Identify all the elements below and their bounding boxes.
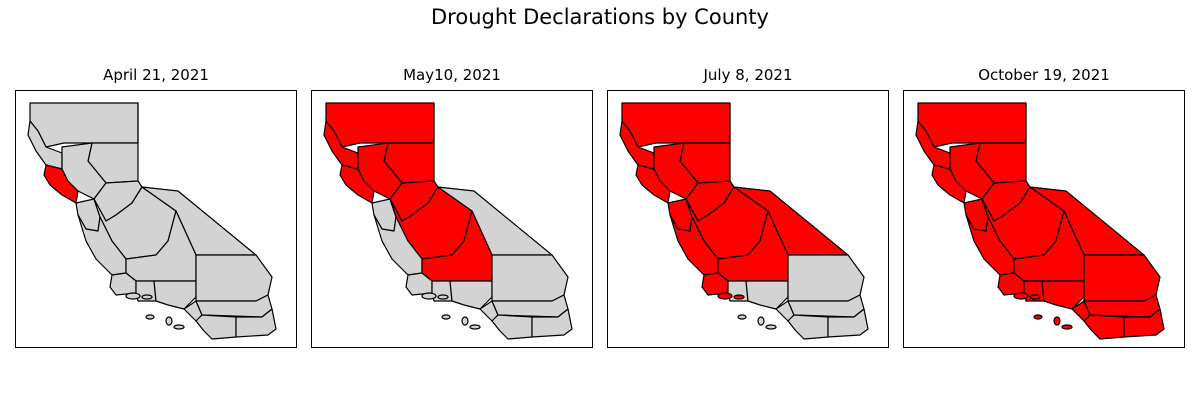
county-region-channel-islands-north (125, 292, 153, 300)
california-map (27, 102, 277, 340)
county-region-san-bernardino (787, 254, 865, 302)
panel-4-date: October 19, 2021 (978, 66, 1110, 84)
county-region-imperial (827, 308, 869, 338)
county-region-san-diego (1083, 314, 1125, 340)
map-panel-2 (311, 90, 593, 348)
map-panel-3 (607, 90, 889, 348)
map-panel-4 (903, 90, 1185, 348)
county-region-far-north (325, 102, 435, 148)
panel-1-date: April 21, 2021 (103, 66, 209, 84)
california-map (915, 102, 1165, 340)
county-region-channel-islands-south (145, 314, 185, 330)
county-region-san-bernardino (195, 254, 273, 302)
california-map (619, 102, 869, 340)
county-region-san-diego (787, 314, 829, 340)
panel-3-date: July 8, 2021 (703, 66, 793, 84)
california-map (323, 102, 573, 340)
county-region-imperial (531, 308, 573, 338)
county-region-far-north (621, 102, 731, 148)
county-region-far-north (917, 102, 1027, 148)
county-region-imperial (235, 308, 277, 338)
county-region-channel-islands-south (737, 314, 777, 330)
county-region-channel-islands-north (1013, 292, 1041, 300)
county-region-channel-islands-north (717, 292, 745, 300)
county-region-channel-islands-south (1033, 314, 1073, 330)
county-region-far-north (29, 102, 139, 148)
county-region-san-diego (491, 314, 533, 340)
map-panel-1 (15, 90, 297, 348)
figure-title: Drought Declarations by County (431, 5, 769, 29)
panel-2-date: May10, 2021 (403, 66, 501, 84)
county-region-channel-islands-north (421, 292, 449, 300)
county-region-channel-islands-south (441, 314, 481, 330)
county-region-imperial (1123, 308, 1165, 338)
county-region-san-bernardino (491, 254, 569, 302)
county-region-san-bernardino (1083, 254, 1161, 302)
county-region-san-diego (195, 314, 237, 340)
